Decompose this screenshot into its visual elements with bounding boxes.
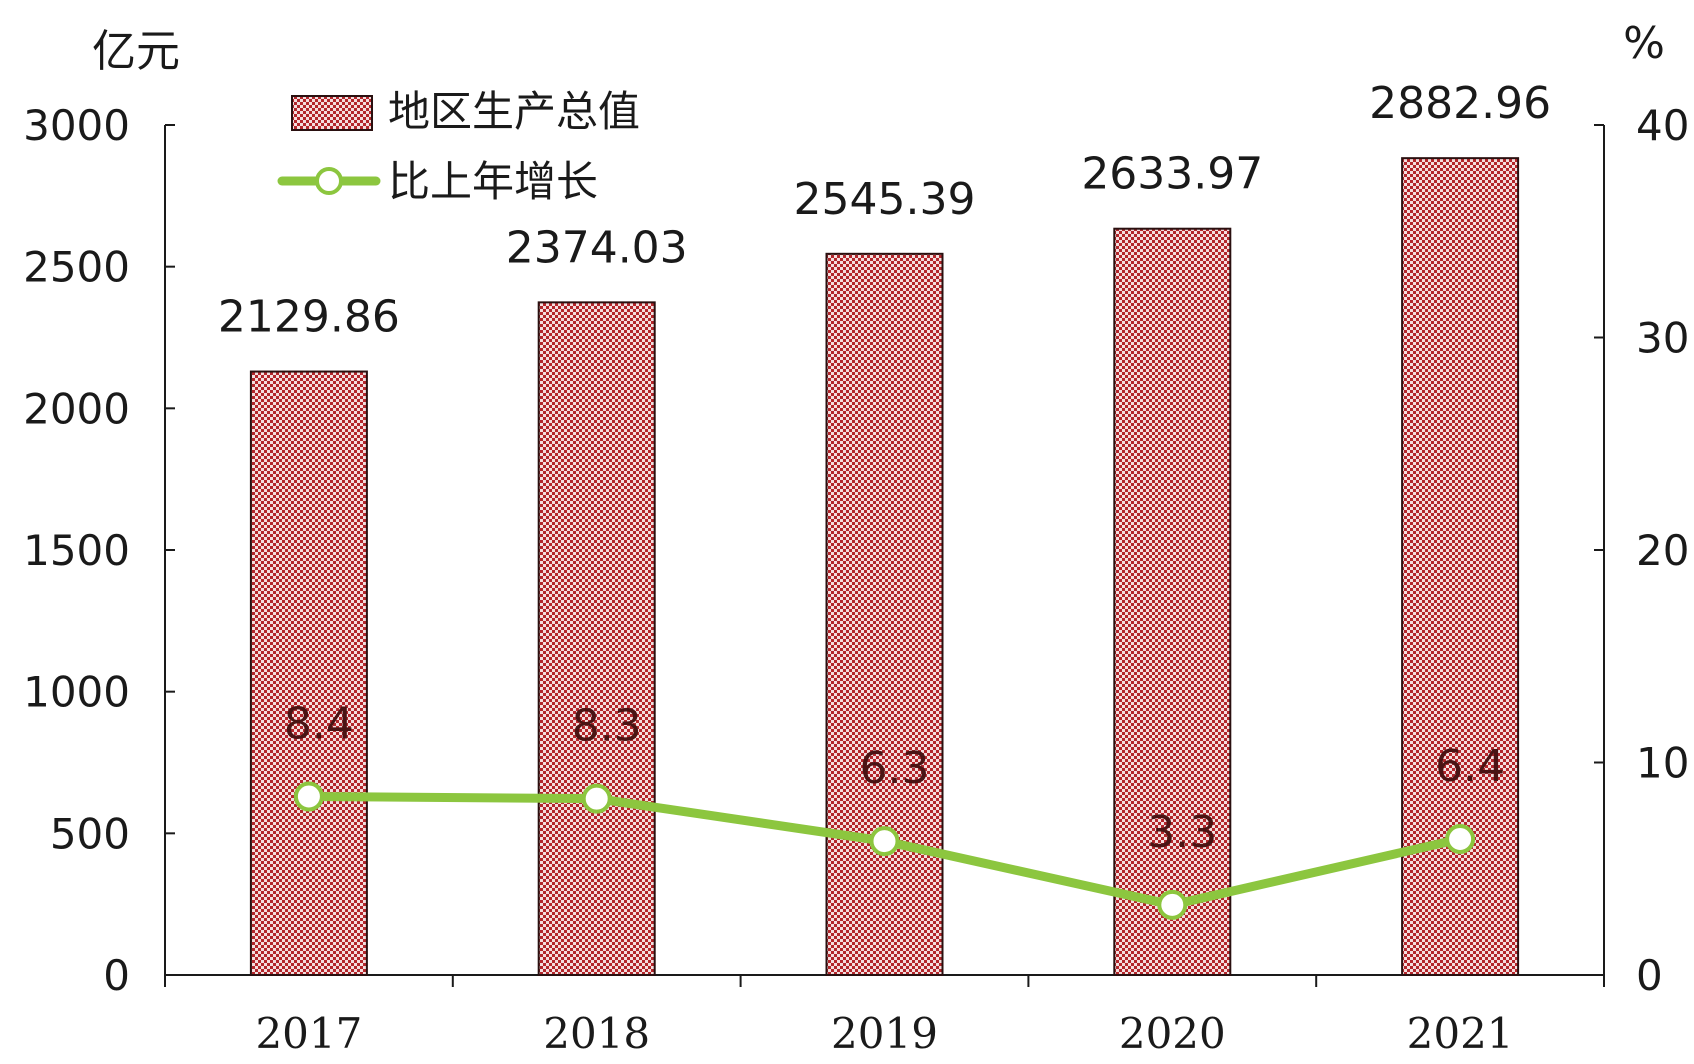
growth-labels: 8.4 8.3 6.3 3.3 6.4 bbox=[284, 699, 1505, 858]
bar-value-label: 2633.97 bbox=[1081, 149, 1263, 200]
y-right-tick-label: 0 bbox=[1636, 951, 1663, 1000]
legend-line-label: 比上年增长 bbox=[388, 157, 598, 206]
x-tick-label: 2018 bbox=[543, 1009, 650, 1058]
bar-labels: 2129.86 2374.03 2545.39 2633.97 2882.96 bbox=[218, 78, 1551, 342]
growth-value-label: 6.4 bbox=[1435, 741, 1505, 792]
bar bbox=[825, 252, 944, 977]
bar bbox=[249, 370, 368, 976]
growth-value-label: 8.4 bbox=[284, 699, 354, 750]
legend-line-marker bbox=[315, 167, 343, 195]
y-left-tick-label: 1500 bbox=[23, 526, 130, 575]
x-tick-label: 2019 bbox=[831, 1009, 938, 1058]
y-right-ticks: 0 10 20 30 40 bbox=[1594, 101, 1689, 1000]
y-left-tick-label: 0 bbox=[103, 951, 130, 1000]
y-right-tick-label: 40 bbox=[1636, 101, 1689, 150]
growth-point bbox=[581, 783, 612, 814]
y-left-tick-label: 1000 bbox=[23, 668, 130, 717]
y-right-tick-label: 30 bbox=[1636, 314, 1689, 363]
x-tick-label: 2021 bbox=[1407, 1009, 1514, 1058]
bar-value-label: 2545.39 bbox=[794, 174, 976, 225]
legend: 地区生产总值 比上年增长 bbox=[277, 87, 640, 206]
growth-point bbox=[293, 781, 324, 812]
legend-bar-label: 地区生产总值 bbox=[388, 87, 640, 136]
growth-line-layer bbox=[293, 781, 1476, 920]
bar-value-label: 2374.03 bbox=[506, 222, 688, 273]
y-left-unit: 亿元 bbox=[92, 26, 180, 77]
y-right-tick-label: 10 bbox=[1636, 739, 1689, 788]
growth-value-label: 6.3 bbox=[860, 743, 930, 794]
legend-bar-swatch bbox=[291, 95, 373, 131]
y-right-unit: % bbox=[1623, 18, 1665, 69]
bars bbox=[249, 157, 1520, 977]
bar-value-label: 2129.86 bbox=[218, 292, 400, 343]
x-ticks: 2017 2018 2019 2020 2021 bbox=[164, 975, 1605, 1058]
growth-point bbox=[1445, 824, 1476, 854]
bar bbox=[1113, 227, 1232, 976]
bar-value-label: 2882.96 bbox=[1369, 78, 1551, 129]
y-left-tick-label: 500 bbox=[50, 809, 130, 858]
y-left-tick-label: 2500 bbox=[23, 243, 130, 292]
y-left-tick-label: 2000 bbox=[23, 384, 130, 433]
y-left-tick-label: 3000 bbox=[23, 101, 130, 150]
x-tick-label: 2017 bbox=[255, 1009, 362, 1058]
growth-value-label: 8.3 bbox=[572, 701, 642, 752]
growth-point bbox=[869, 826, 900, 857]
y-left-ticks: 0 500 1000 1500 2000 2500 3000 bbox=[23, 101, 175, 1000]
x-tick-label: 2020 bbox=[1119, 1009, 1226, 1058]
y-right-tick-label: 20 bbox=[1636, 526, 1689, 575]
bar bbox=[537, 301, 656, 976]
growth-value-label: 3.3 bbox=[1147, 807, 1217, 858]
growth-point bbox=[1157, 889, 1188, 920]
